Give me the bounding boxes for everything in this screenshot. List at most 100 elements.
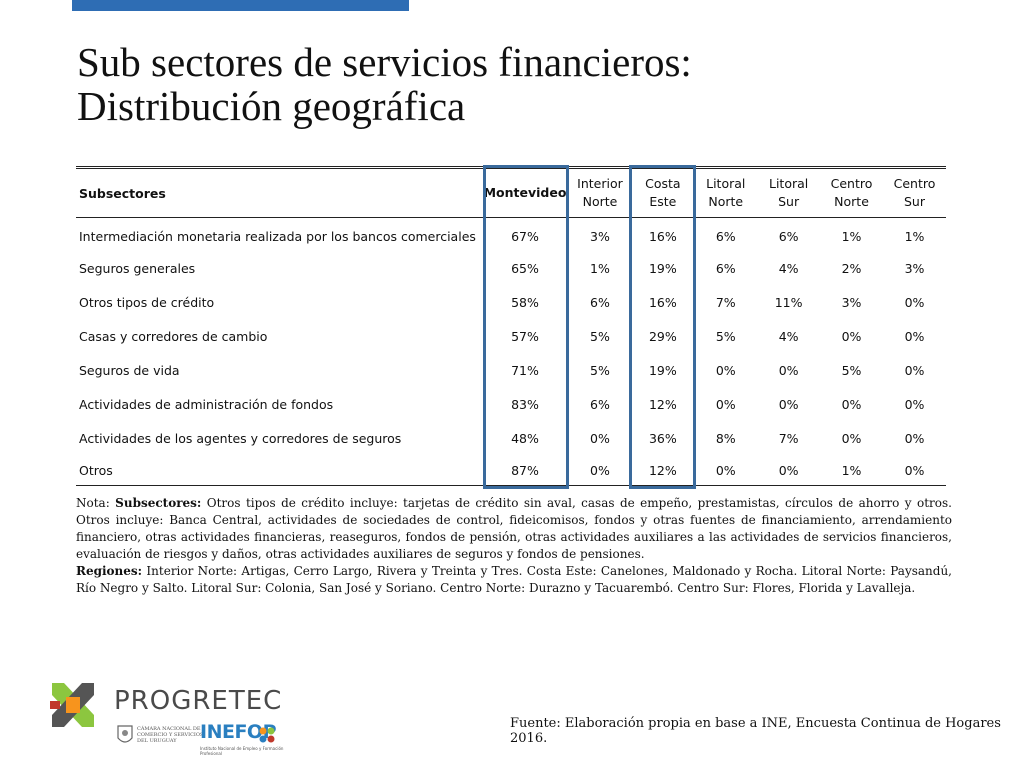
table-row: Intermediación monetaria realizada por l… xyxy=(76,218,946,252)
note-subsectores-label: Subsectores: xyxy=(115,496,202,510)
cell-litoral-sur: 11% xyxy=(774,295,803,310)
row-label: Actividades de administración de fondos xyxy=(79,397,334,412)
cell-costa-este: 19% xyxy=(648,363,677,378)
header-interior-norte-l2: Norte xyxy=(582,194,618,209)
cell-litoral-norte: 0% xyxy=(715,363,736,378)
table-row: Seguros de vida 71% 5% 19% 0% 0% 5% 0% xyxy=(76,354,946,388)
footnote-subsectores: Nota: Subsectores: Otros tipos de crédit… xyxy=(76,495,952,563)
cell-interior-norte: 0% xyxy=(590,431,610,446)
table-row: Actividades de administración de fondos … xyxy=(76,388,946,422)
cell-montevideo: 57% xyxy=(511,329,539,344)
header-litoral-norte-l1: Litoral xyxy=(706,176,746,191)
cell-centro-sur: 0% xyxy=(904,431,925,446)
note-regiones-label: Regiones: xyxy=(76,564,143,578)
cell-montevideo: 65% xyxy=(511,261,539,276)
header-costa-este-l1: Costa xyxy=(645,176,681,191)
inefop-wordmark: INEFOP xyxy=(200,721,277,743)
cell-litoral-norte: 6% xyxy=(715,261,736,276)
cell-litoral-norte: 0% xyxy=(694,455,758,486)
cell-interior-norte: 5% xyxy=(590,363,610,378)
header-centro-norte-l2: Norte xyxy=(834,194,869,209)
cell-costa-este: 29% xyxy=(648,329,677,344)
cell-litoral-sur: 0% xyxy=(778,363,799,378)
header-centro-sur: Centro Sur xyxy=(882,166,946,218)
camara-seal-icon xyxy=(117,725,133,743)
cell-centro-norte: 0% xyxy=(841,397,862,412)
cell-interior-norte: 6% xyxy=(590,295,610,310)
cell-centro-norte: 1% xyxy=(841,229,862,245)
header-litoral-sur: Litoral Sur xyxy=(757,166,821,218)
cell-montevideo: 87% xyxy=(481,455,569,486)
progretec-wordmark: PROGRETEC xyxy=(114,686,283,716)
cell-costa-este: 12% xyxy=(648,397,677,412)
cell-litoral-sur: 4% xyxy=(778,329,799,344)
cell-centro-norte: 3% xyxy=(841,295,862,310)
footer-logos: PROGRETEC Cámara Nacional de Comercio y … xyxy=(48,676,288,756)
cell-interior-norte: 5% xyxy=(590,329,610,344)
cell-interior-norte: 6% xyxy=(590,397,610,412)
cell-centro-norte: 1% xyxy=(820,455,883,486)
cell-centro-sur: 3% xyxy=(904,261,925,276)
table-row: Seguros generales 65% 1% 19% 6% 4% 2% 3% xyxy=(76,252,946,286)
cell-montevideo: 67% xyxy=(511,229,539,245)
cell-interior-norte: 3% xyxy=(590,229,610,245)
cell-centro-sur: 0% xyxy=(904,295,925,310)
inefop-subtitle: Instituto Nacional de Empleo y Formación… xyxy=(200,746,284,756)
header-centro-sur-l2: Sur xyxy=(903,194,925,209)
header-centro-norte: Centro Norte xyxy=(820,166,883,218)
cell-litoral-sur: 4% xyxy=(778,261,799,276)
cell-centro-sur: 0% xyxy=(904,363,925,378)
header-interior-norte-l1: Interior xyxy=(577,176,623,191)
cell-centro-norte: 0% xyxy=(841,431,862,446)
slide-title: Sub sectores de servicios financieros: D… xyxy=(77,40,957,128)
row-label: Casas y corredores de cambio xyxy=(79,329,268,344)
cell-costa-este: 16% xyxy=(648,229,677,245)
cell-litoral-norte: 8% xyxy=(715,431,736,446)
cell-costa-este: 12% xyxy=(631,455,695,486)
cell-costa-este: 19% xyxy=(648,261,677,276)
cell-litoral-sur: 7% xyxy=(778,431,799,446)
header-interior-norte: Interior Norte xyxy=(568,166,632,218)
header-litoral-norte: Litoral Norte xyxy=(694,166,758,218)
cell-litoral-sur: 6% xyxy=(778,229,799,245)
title-line-1: Sub sectores de servicios financieros: xyxy=(77,39,692,85)
cell-centro-sur: 0% xyxy=(882,455,946,486)
row-label: Intermediación monetaria realizada por l… xyxy=(79,229,476,245)
source-note: Fuente: Elaboración propia en base a INE… xyxy=(510,716,1001,746)
header-centro-norte-l1: Centro xyxy=(830,176,873,191)
accent-bar xyxy=(72,0,409,11)
cell-centro-sur: 1% xyxy=(904,229,925,245)
row-label: Otros xyxy=(76,455,482,486)
table-row: Otros 87% 0% 12% 0% 0% 1% 0% xyxy=(76,455,946,486)
inefop-logo-icon xyxy=(259,727,275,743)
footnote: Nota: Subsectores: Otros tipos de crédit… xyxy=(76,495,952,597)
header-costa-este: Costa Este xyxy=(631,166,695,218)
table-row: Otros tipos de crédito 58% 6% 16% 7% 11%… xyxy=(76,286,946,320)
cell-interior-norte: 0% xyxy=(568,455,632,486)
footnote-regiones: Regiones: Interior Norte: Artigas, Cerro… xyxy=(76,563,952,597)
note-prefix: Nota: xyxy=(76,496,116,510)
cell-centro-sur: 0% xyxy=(904,329,925,344)
cell-costa-este: 16% xyxy=(648,295,677,310)
header-litoral-sur-l1: Litoral xyxy=(769,176,809,191)
cell-litoral-sur: 0% xyxy=(778,397,799,412)
cell-centro-norte: 5% xyxy=(841,363,862,378)
cell-costa-este: 36% xyxy=(648,431,677,446)
progretec-logo-icon xyxy=(50,683,94,727)
header-subsectores: Subsectores xyxy=(76,166,482,218)
cell-litoral-norte: 7% xyxy=(715,295,736,310)
cell-montevideo: 58% xyxy=(511,295,539,310)
header-litoral-sur-l2: Sur xyxy=(778,194,800,209)
note-subsectores-text: Otros tipos de crédito incluye: tarjetas… xyxy=(76,496,952,561)
cell-litoral-norte: 5% xyxy=(715,329,736,344)
title-line-2: Distribución geográfica xyxy=(77,83,466,129)
cell-montevideo: 71% xyxy=(511,363,539,378)
cell-centro-norte: 0% xyxy=(841,329,862,344)
row-label: Seguros de vida xyxy=(79,363,180,378)
row-label: Seguros generales xyxy=(79,261,196,276)
note-regiones-text: Interior Norte: Artigas, Cerro Largo, Ri… xyxy=(76,564,952,595)
cell-centro-sur: 0% xyxy=(904,397,925,412)
header-centro-sur-l1: Centro xyxy=(893,176,936,191)
cell-centro-norte: 2% xyxy=(841,261,862,276)
row-label: Actividades de los agentes y corredores … xyxy=(79,431,402,446)
